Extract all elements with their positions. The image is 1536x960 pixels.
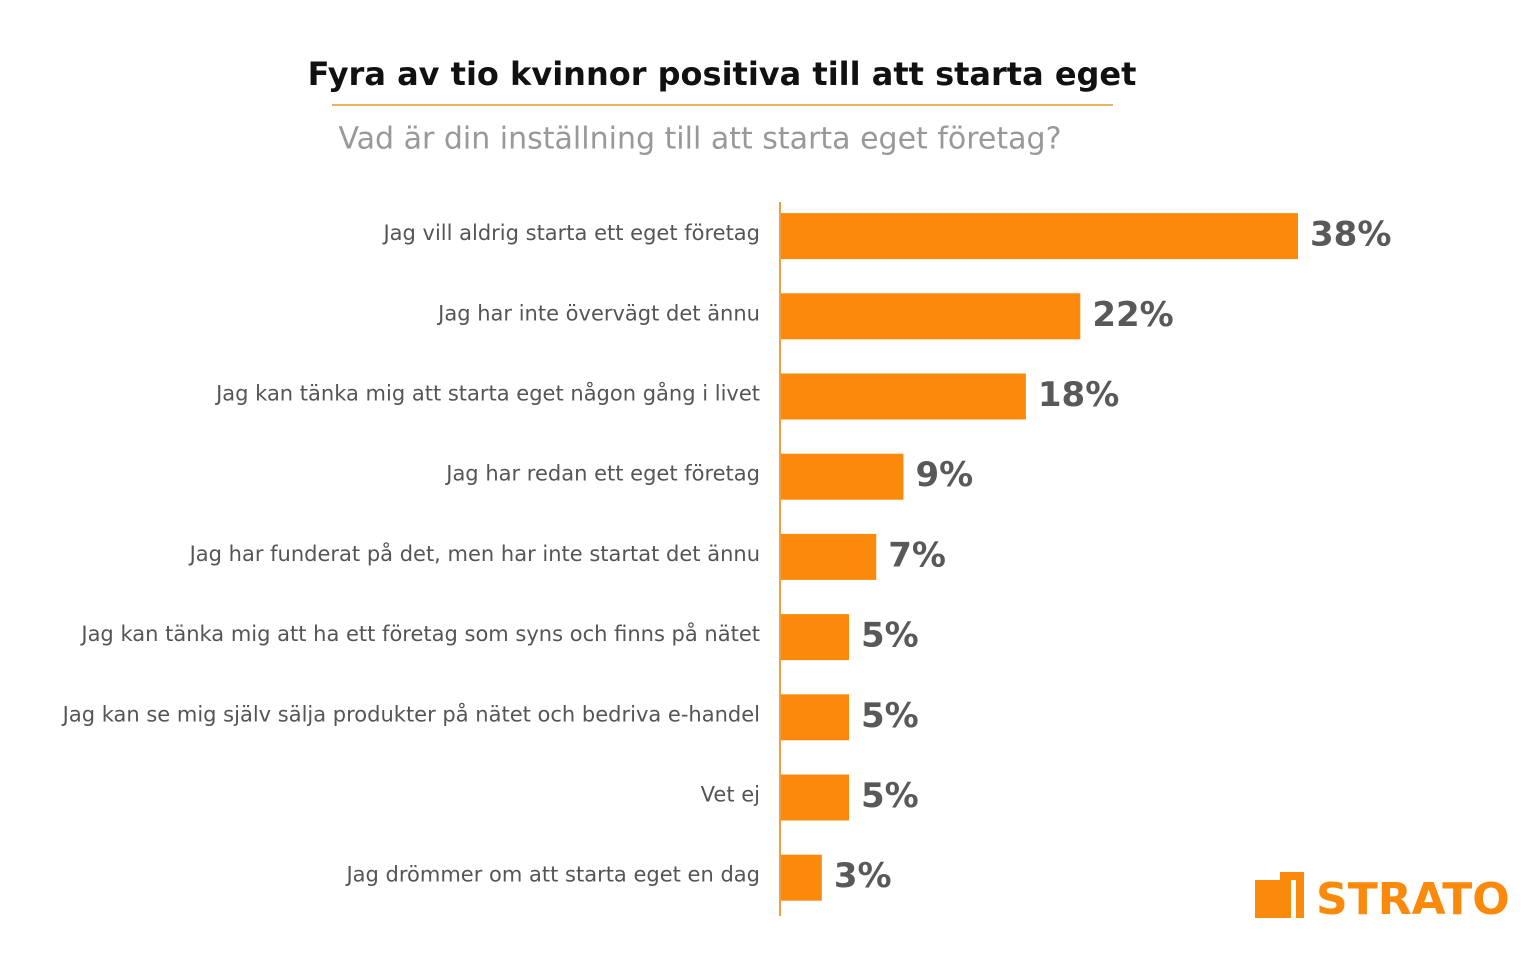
value-label: 5% xyxy=(861,696,919,736)
bar xyxy=(781,854,822,901)
category-label: Jag kan tänka mig att starta eget någon … xyxy=(214,381,760,406)
bar xyxy=(781,614,850,661)
value-label: 18% xyxy=(1038,375,1119,415)
category-label: Jag har inte övervägt det ännu xyxy=(436,301,760,325)
logo-icon xyxy=(1280,872,1304,918)
category-label: Vet ej xyxy=(701,783,760,807)
logo-text: STRATO xyxy=(1316,874,1510,925)
category-label: Jag vill aldrig starta ett eget företag xyxy=(381,221,760,245)
value-label: 5% xyxy=(861,616,919,656)
bar xyxy=(781,774,850,821)
value-label: 7% xyxy=(888,535,946,575)
logo: STRATO xyxy=(1255,872,1510,925)
bar xyxy=(781,533,877,580)
bar xyxy=(781,453,904,500)
value-label: 22% xyxy=(1092,295,1173,335)
category-label: Jag har redan ett eget företag xyxy=(444,462,760,486)
value-label: 38% xyxy=(1310,215,1391,255)
bar xyxy=(781,293,1081,340)
bar xyxy=(781,373,1026,420)
chart-subtitle: Vad är din inställning till att starta e… xyxy=(338,122,1061,157)
category-label: Jag kan tänka mig att ha ett företag som… xyxy=(79,621,760,646)
chart-title: Fyra av tio kvinnor positiva till att st… xyxy=(308,55,1137,93)
value-label: 9% xyxy=(915,455,973,495)
bar xyxy=(781,213,1298,260)
category-label: Jag kan se mig själv sälja produkter på … xyxy=(61,701,760,726)
bar xyxy=(781,694,850,741)
value-label: 5% xyxy=(861,776,919,816)
logo-icon xyxy=(1255,880,1291,918)
category-label: Jag drömmer om att starta eget en dag xyxy=(344,863,760,887)
value-label: 3% xyxy=(834,856,892,896)
category-label: Jag har funderat på det, men har inte st… xyxy=(188,541,760,566)
